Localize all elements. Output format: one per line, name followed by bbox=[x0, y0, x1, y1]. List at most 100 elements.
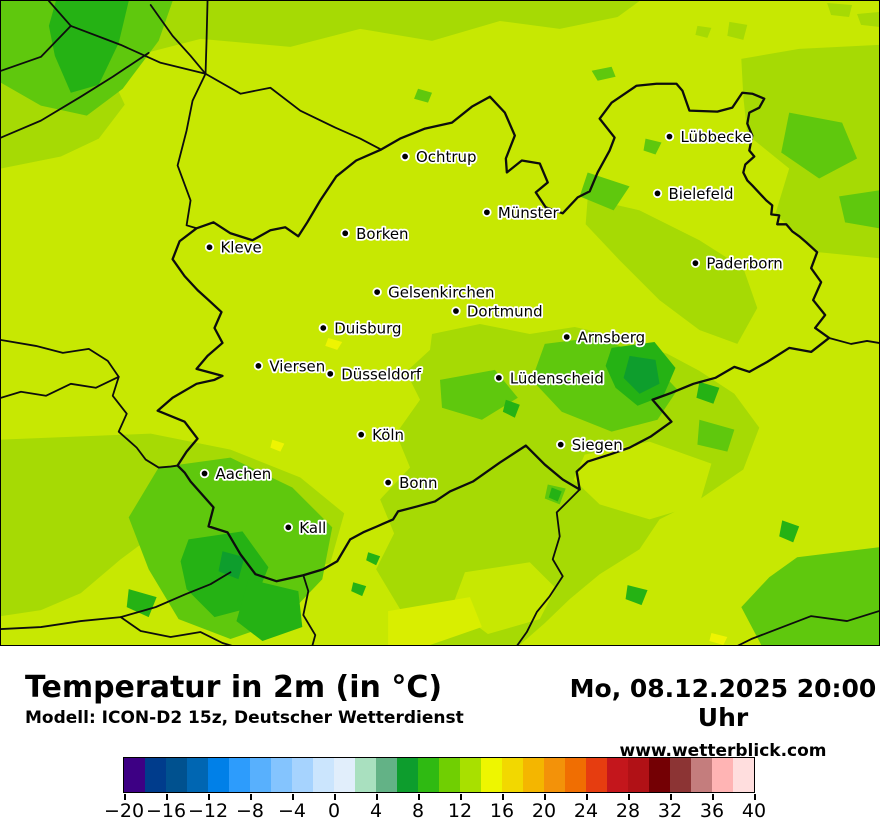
city-marker-ochtrup: Ochtrup bbox=[400, 146, 478, 168]
city-label: Kall bbox=[299, 519, 326, 537]
legend-cell-24 bbox=[628, 758, 649, 792]
legend-cell-1 bbox=[145, 758, 166, 792]
city-marker-koeln: Köln bbox=[356, 424, 406, 446]
city-dot bbox=[664, 131, 675, 142]
legend-cell-6 bbox=[250, 758, 271, 792]
legend-cell-27 bbox=[691, 758, 712, 792]
city-label: Siegen bbox=[572, 436, 623, 454]
city-label: Münster bbox=[498, 204, 560, 222]
city-marker-duisburg: Duisburg bbox=[318, 318, 403, 339]
legend-colorbar bbox=[123, 757, 755, 793]
city-dot bbox=[652, 188, 663, 199]
city-label: Borken bbox=[356, 225, 408, 243]
legend-tick bbox=[502, 793, 504, 800]
city-label: Lübbecke bbox=[680, 128, 751, 146]
legend-cell-13 bbox=[397, 758, 418, 792]
border-lines-layer bbox=[1, 1, 879, 645]
legend-tick-value: 24 bbox=[573, 800, 599, 822]
legend-cell-5 bbox=[229, 758, 250, 792]
legend-tick bbox=[124, 793, 126, 800]
legend-cell-2 bbox=[166, 758, 187, 792]
model-info: Modell: ICON-D2 15z, Deutscher Wetterdie… bbox=[25, 708, 464, 728]
legend-cell-17 bbox=[481, 758, 502, 792]
legend-cell-3 bbox=[187, 758, 208, 792]
legend-cell-29 bbox=[733, 758, 754, 792]
legend-tick-value: −20 bbox=[103, 800, 145, 822]
legend-cell-15 bbox=[439, 758, 460, 792]
forecast-datetime: Mo, 08.12.2025 20:00 Uhr bbox=[569, 674, 877, 732]
city-marker-kall: Kall bbox=[283, 517, 328, 539]
legend-cell-21 bbox=[565, 758, 586, 792]
page-title: Temperatur in 2m (in °C) bbox=[25, 670, 443, 705]
legend-tick bbox=[376, 793, 378, 800]
legend-tick-value: 20 bbox=[531, 800, 557, 822]
city-dot bbox=[253, 361, 264, 371]
city-marker-duesseldorf: Düsseldorf bbox=[325, 364, 424, 385]
city-dot bbox=[372, 287, 382, 297]
city-dot bbox=[690, 258, 701, 268]
legend-cell-26 bbox=[670, 758, 691, 792]
city-dot bbox=[482, 207, 492, 218]
city-label: Bielefeld bbox=[668, 185, 733, 203]
legend-tick-value: −8 bbox=[235, 800, 265, 822]
legend-cell-10 bbox=[334, 758, 355, 792]
hesse-rlp-border bbox=[516, 488, 581, 645]
city-marker-dortmund: Dortmund bbox=[451, 301, 544, 322]
legend-cell-20 bbox=[544, 758, 565, 792]
legend-tick-value: 12 bbox=[447, 800, 473, 822]
city-marker-arnsberg: Arnsberg bbox=[562, 327, 647, 348]
city-label: Köln bbox=[372, 426, 404, 444]
city-dot bbox=[318, 323, 328, 333]
city-dot bbox=[340, 228, 350, 238]
city-dot bbox=[325, 369, 335, 379]
legend-cell-25 bbox=[649, 758, 670, 792]
city-dot bbox=[199, 468, 210, 479]
city-label: Paderborn bbox=[706, 255, 782, 273]
be-border-south-2 bbox=[119, 616, 233, 645]
city-marker-aachen: Aachen bbox=[199, 463, 273, 485]
city-marker-viersen: Viersen bbox=[253, 356, 327, 377]
legend-cell-19 bbox=[523, 758, 544, 792]
legend-tick bbox=[544, 793, 546, 800]
legend-cell-28 bbox=[712, 758, 733, 792]
footer-right-block: Mo, 08.12.2025 20:00 Uhr www.wetterblick… bbox=[563, 674, 880, 761]
legend-tick bbox=[250, 793, 252, 800]
legend-tick-value: 40 bbox=[741, 800, 767, 822]
city-marker-gelsenkirchen: Gelsenkirchen bbox=[372, 282, 496, 303]
nrw-state-border bbox=[156, 82, 831, 583]
legend-cell-7 bbox=[271, 758, 292, 792]
nds-hesse-border bbox=[828, 337, 879, 345]
legend-tick bbox=[334, 793, 336, 800]
legend-tick bbox=[292, 793, 294, 800]
legend-tick-value: 0 bbox=[327, 800, 341, 822]
legend-cell-16 bbox=[460, 758, 481, 792]
city-dot bbox=[562, 332, 572, 342]
legend-cell-8 bbox=[292, 758, 313, 792]
legend-tick-value: 32 bbox=[657, 800, 683, 822]
nl-province-border-7 bbox=[176, 72, 207, 230]
legend-tick-value: 16 bbox=[489, 800, 515, 822]
legend-tick bbox=[460, 793, 462, 800]
map-frame: Ochtrup Lübbecke Bielefeld Münster Borken Kle… bbox=[0, 0, 880, 646]
city-label: Duisburg bbox=[334, 319, 401, 337]
legend-cell-11 bbox=[355, 758, 376, 792]
nl-province-border-6 bbox=[1, 51, 150, 139]
legend-tick bbox=[586, 793, 588, 800]
legend-cell-0 bbox=[124, 758, 145, 792]
legend-cell-4 bbox=[208, 758, 229, 792]
city-dot bbox=[383, 477, 393, 488]
temperature-map: Ochtrup Lübbecke Bielefeld Münster Borken Kle… bbox=[1, 1, 879, 645]
city-dot bbox=[400, 151, 410, 162]
legend-cell-12 bbox=[376, 758, 397, 792]
city-dot bbox=[494, 373, 504, 383]
city-label: Ochtrup bbox=[416, 148, 476, 166]
legend-cell-23 bbox=[607, 758, 628, 792]
temperature-shading-layer bbox=[1, 1, 879, 645]
legend-cell-22 bbox=[586, 758, 607, 792]
legend-tick bbox=[418, 793, 420, 800]
legend-tick-value: −12 bbox=[187, 800, 229, 822]
city-marker-luedenscheid: Lüdenscheid bbox=[494, 368, 606, 389]
city-dot bbox=[356, 429, 366, 440]
legend-tick bbox=[712, 793, 714, 800]
